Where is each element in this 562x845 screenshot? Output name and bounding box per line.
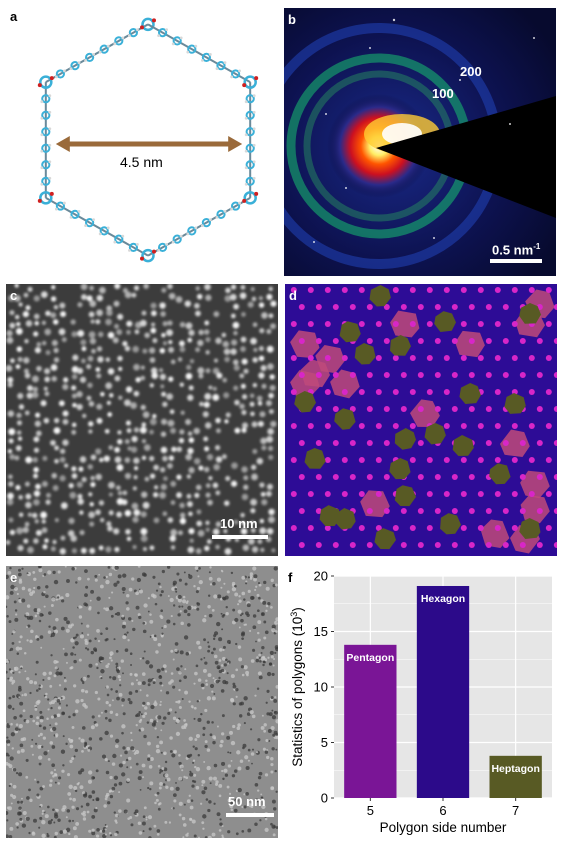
- x-tick-label: 7: [512, 803, 519, 818]
- y-axis-label: Statistics of polygons (103): [289, 607, 305, 767]
- y-tick-label: 0: [321, 791, 328, 806]
- diffraction-pattern: [284, 8, 556, 276]
- bar-6: [416, 585, 470, 798]
- scale-bar-c-label: 10 nm: [220, 516, 258, 531]
- y-tick-label: 10: [314, 680, 328, 695]
- panel-f-label: f: [288, 570, 293, 585]
- panel-d: d: [285, 284, 557, 556]
- scale-bar-e: [226, 813, 274, 817]
- panel-c-label: c: [10, 288, 18, 303]
- panel-c: c 10 nm: [6, 284, 278, 556]
- panel-f: f Pentagon 5 Hexagon 6 Heptagon 7 0 5 10 15 20 Poly…: [282, 562, 562, 845]
- scale-bar-c: [212, 535, 268, 539]
- y-tick-label: 20: [314, 569, 328, 584]
- x-tick-label: 5: [367, 803, 374, 818]
- scale-bar-e-label: 50 nm: [228, 794, 266, 809]
- bar-label: Heptagon: [491, 763, 539, 775]
- bar-7: [489, 755, 542, 798]
- y-tick-label: 15: [314, 624, 328, 639]
- y-tick-label: 5: [321, 735, 328, 750]
- x-tick-label: 6: [439, 803, 446, 818]
- panel-d-label: d: [289, 288, 297, 303]
- bar-5: [344, 644, 397, 798]
- scale-bar-b-label: 0.5 nm-1: [492, 242, 541, 258]
- tem-image: [6, 284, 278, 556]
- molecular-hexagon-diagram: [37, 17, 259, 263]
- polygon-statistics-chart: Pentagon 5 Hexagon 6 Heptagon 7 0 5 10 15 20 Polygo…: [289, 569, 552, 835]
- ring-label-200: 200: [460, 64, 482, 79]
- distance-label: 4.5 nm: [120, 154, 163, 170]
- scale-bar-b: [490, 259, 542, 263]
- x-axis-label: Polygon side number: [380, 820, 507, 835]
- distance-arrow: [55, 136, 243, 152]
- panel-a: a 4.5 nm: [0, 0, 280, 282]
- panel-e: e 50 nm: [6, 566, 278, 838]
- polygon-tiling-map: [285, 284, 557, 556]
- panel-a-label: a: [10, 9, 18, 24]
- bar-label: Hexagon: [421, 593, 465, 605]
- panel-b-label: b: [288, 12, 296, 27]
- ring-label-100: 100: [432, 86, 454, 101]
- molecule-chain: [37, 17, 259, 263]
- low-mag-tem-image: [6, 566, 278, 838]
- panel-b: b 200 100 0.5 nm-1: [284, 8, 556, 276]
- panel-e-label: e: [10, 570, 18, 585]
- bar-label: Pentagon: [346, 652, 394, 664]
